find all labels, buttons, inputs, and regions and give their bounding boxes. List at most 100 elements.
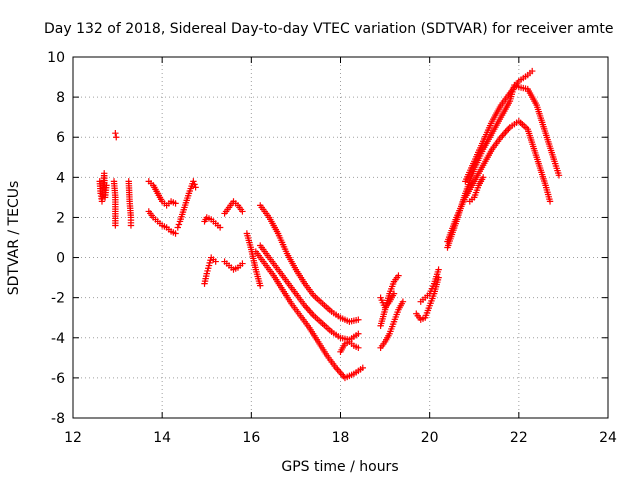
data-point xyxy=(224,206,231,213)
data-point xyxy=(228,264,235,271)
data-point xyxy=(532,151,540,159)
data-series xyxy=(417,266,442,305)
data-point xyxy=(180,206,187,213)
data-point xyxy=(389,292,397,299)
y-tick-label: -4 xyxy=(51,331,65,347)
data-point xyxy=(430,292,437,300)
data-point xyxy=(152,216,159,223)
data-point xyxy=(424,292,431,299)
data-point xyxy=(282,276,289,283)
data-point xyxy=(247,244,254,251)
data-point xyxy=(161,223,168,230)
data-point xyxy=(236,262,244,269)
data-point xyxy=(496,136,503,143)
data-point xyxy=(175,221,183,228)
data-point xyxy=(541,179,549,187)
data-point xyxy=(202,272,210,280)
y-axis-label: SDTVAR / TECUs xyxy=(6,181,22,296)
data-point xyxy=(389,280,397,288)
data-series xyxy=(444,81,563,251)
data-point xyxy=(232,265,239,272)
data-point xyxy=(425,304,432,312)
y-tick-label: 0 xyxy=(56,251,65,267)
data-point xyxy=(153,188,160,195)
data-series xyxy=(243,230,264,289)
data-point xyxy=(389,320,397,328)
data-points xyxy=(96,67,563,382)
data-point xyxy=(326,326,333,334)
data-point xyxy=(207,257,214,264)
data-point xyxy=(340,342,348,349)
data-point xyxy=(192,184,199,191)
data-point xyxy=(469,180,477,187)
y-tick-label: -6 xyxy=(51,371,65,387)
x-axis-label: GPS time / hours xyxy=(281,459,398,475)
data-point xyxy=(419,296,427,303)
data-point xyxy=(348,340,355,347)
chart-title: Day 132 of 2018, Sidereal Day-to-day VTE… xyxy=(44,21,614,37)
data-point xyxy=(474,184,482,191)
data-point xyxy=(184,192,192,199)
data-point xyxy=(385,332,392,339)
data-series xyxy=(462,67,536,185)
data-point xyxy=(264,212,271,219)
data-point xyxy=(546,195,553,203)
data-point xyxy=(326,306,333,314)
data-point xyxy=(452,216,459,223)
data-point xyxy=(232,200,239,207)
data-point xyxy=(278,284,285,291)
data-point xyxy=(352,332,360,339)
data-point xyxy=(264,252,271,259)
data-point xyxy=(419,315,427,322)
data-point xyxy=(434,268,442,276)
data-point xyxy=(352,343,360,351)
data-point xyxy=(148,212,155,219)
data-point xyxy=(205,215,213,222)
data-series xyxy=(201,214,224,231)
data-point xyxy=(478,176,486,183)
data-point xyxy=(300,300,307,307)
data-series xyxy=(96,170,110,205)
data-point xyxy=(170,199,177,206)
data-point xyxy=(555,169,562,177)
x-tick-label: 16 xyxy=(242,430,260,446)
data-series xyxy=(413,274,442,323)
data-point xyxy=(317,318,325,326)
data-point xyxy=(237,206,245,213)
data-series xyxy=(377,298,407,352)
data-point xyxy=(478,148,486,155)
data-point xyxy=(291,264,299,271)
data-series xyxy=(221,198,246,217)
data-point xyxy=(352,317,360,324)
data-point xyxy=(304,322,312,329)
data-point xyxy=(165,226,173,233)
data-series xyxy=(174,178,199,231)
data-point xyxy=(496,115,504,123)
data-point xyxy=(348,371,355,379)
data-point xyxy=(550,155,558,163)
data-point xyxy=(252,264,259,271)
data-point xyxy=(496,103,504,111)
data-point xyxy=(335,333,342,340)
x-tick-label: 14 xyxy=(153,430,171,446)
data-point xyxy=(331,362,338,370)
data-point xyxy=(394,308,401,316)
data-point xyxy=(127,219,135,226)
data-point xyxy=(102,184,110,191)
data-point xyxy=(514,79,521,87)
data-point xyxy=(532,99,539,107)
plot-frame xyxy=(72,56,609,419)
data-series xyxy=(337,338,362,356)
data-point xyxy=(505,99,513,107)
data-point xyxy=(468,196,476,203)
y-tick-label: 2 xyxy=(56,210,65,226)
data-point xyxy=(260,258,267,265)
data-point xyxy=(174,224,181,231)
data-series xyxy=(252,248,366,382)
data-point xyxy=(398,300,406,307)
y-tick-label: 4 xyxy=(56,170,65,186)
x-tick-label: 20 xyxy=(421,430,439,446)
y-tick-label: -2 xyxy=(51,291,65,307)
